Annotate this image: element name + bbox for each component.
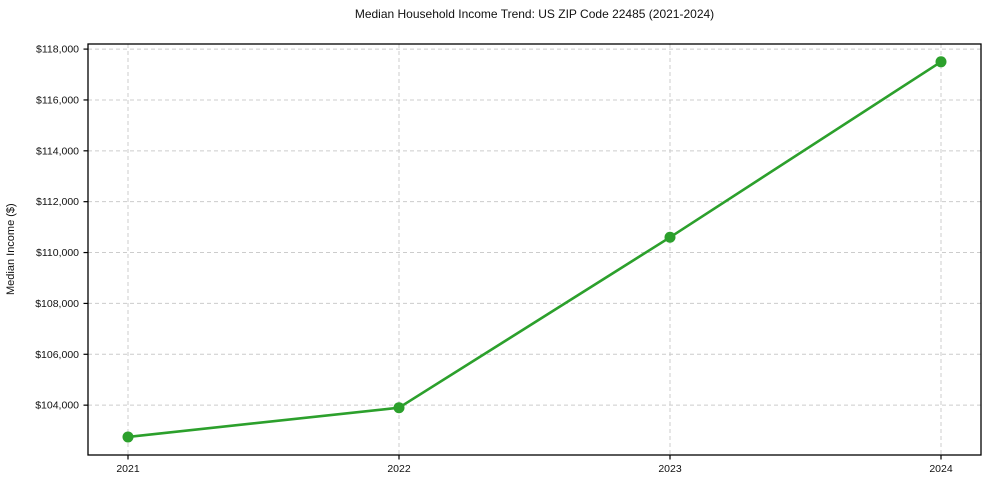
x-tick-label: 2024: [929, 463, 953, 475]
y-tick-label: $110,000: [36, 247, 79, 259]
chart-title: Median Household Income Trend: US ZIP Co…: [354, 7, 715, 21]
y-tick-label: $114,000: [36, 145, 79, 157]
data-point-2022: [393, 402, 405, 414]
data-point-2024: [935, 56, 947, 68]
trend-line: [126, 60, 943, 439]
x-tick-label: 2023: [658, 463, 682, 475]
y-tick-label: $104,000: [35, 400, 79, 412]
y-tick-label: $106,000: [35, 349, 79, 361]
plot-border: [87, 43, 982, 456]
y-tick-label: $118,000: [36, 44, 79, 56]
x-tick-label: 2021: [116, 463, 140, 475]
plot-background: [88, 44, 981, 455]
x-tick-label: 2022: [387, 463, 411, 475]
data-point-2021: [122, 431, 134, 443]
y-tick-label: $116,000: [36, 94, 79, 106]
y-tick-label: $112,000: [36, 196, 79, 208]
data-point-2023: [664, 231, 676, 243]
y-tick-label: $108,000: [35, 298, 79, 310]
